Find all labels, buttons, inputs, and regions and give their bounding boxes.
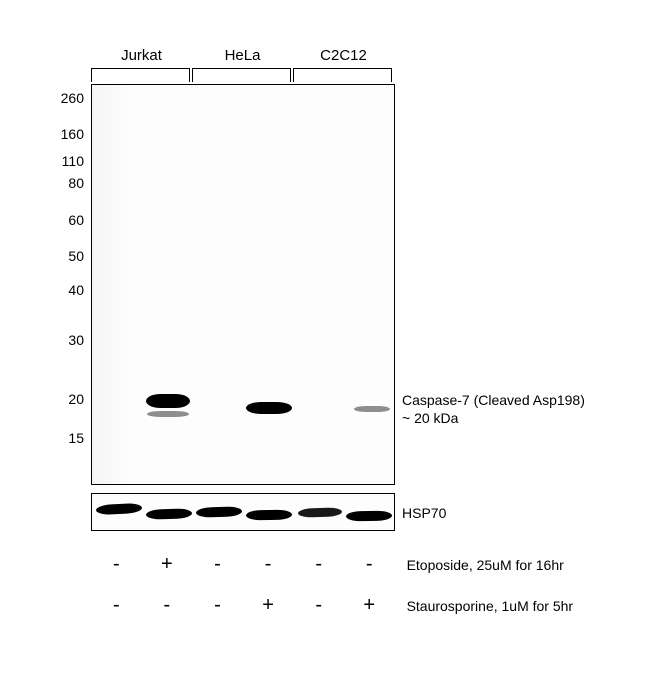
etop-lane3: - xyxy=(192,553,243,576)
sample-brackets-row xyxy=(91,68,395,82)
band-hela-treated xyxy=(246,402,292,414)
main-blot-panel xyxy=(91,84,395,485)
western-blot-figure: Jurkat HeLa C2C12 260 160 110 80 60 50 4… xyxy=(0,0,650,686)
blot-edge-shadow xyxy=(92,85,132,484)
hsp70-lane2 xyxy=(146,508,192,520)
bracket-hela xyxy=(192,68,291,82)
sample-label-jurkat: Jurkat xyxy=(91,47,192,64)
target-name: Caspase-7 (Cleaved Asp198) xyxy=(402,391,585,409)
target-annotation: Caspase-7 (Cleaved Asp198) ~ 20 kDa xyxy=(402,391,585,427)
etop-lane5: - xyxy=(293,553,344,576)
stauro-lane3: - xyxy=(192,594,243,617)
etop-label: Etoposide, 25uM for 16hr xyxy=(395,557,564,573)
mw-20: 20 xyxy=(44,391,84,407)
stauro-label: Staurosporine, 1uM for 5hr xyxy=(395,598,574,614)
bracket-jurkat xyxy=(91,68,190,82)
hsp70-lane1 xyxy=(96,503,142,515)
mw-15: 15 xyxy=(44,430,84,446)
loading-annotation: HSP70 xyxy=(402,504,446,522)
etop-lane1: - xyxy=(91,553,142,576)
mw-110: 110 xyxy=(44,153,84,169)
mw-30: 30 xyxy=(44,332,84,348)
etop-lane2: + xyxy=(142,553,193,576)
band-jurkat-treated-upper xyxy=(146,394,190,408)
sample-labels-row: Jurkat HeLa C2C12 xyxy=(91,47,395,64)
band-c2c12-treated xyxy=(354,406,390,412)
stauro-lane5: - xyxy=(293,594,344,617)
band-jurkat-treated-lower xyxy=(147,411,189,417)
hsp70-lane5 xyxy=(298,507,342,518)
loading-control-panel xyxy=(91,493,395,531)
target-mw: ~ 20 kDa xyxy=(402,409,585,427)
stauro-lane1: - xyxy=(91,594,142,617)
mw-60: 60 xyxy=(44,212,84,228)
treatment-row-staurosporine: - - - + - + Staurosporine, 1uM for 5hr xyxy=(91,594,611,617)
stauro-lane2: - xyxy=(142,594,193,617)
etop-lane6: - xyxy=(344,553,395,576)
mw-260: 260 xyxy=(44,90,84,106)
mw-50: 50 xyxy=(44,248,84,264)
sample-label-c2c12: C2C12 xyxy=(293,47,394,64)
bracket-c2c12 xyxy=(293,68,392,82)
hsp70-lane6 xyxy=(346,511,392,522)
hsp70-lane3 xyxy=(196,506,242,518)
etop-lane4: - xyxy=(243,553,294,576)
stauro-lane6: + xyxy=(344,594,395,617)
stauro-lane4: + xyxy=(243,594,294,617)
mw-80: 80 xyxy=(44,175,84,191)
sample-label-hela: HeLa xyxy=(192,47,293,64)
treatment-row-etoposide: - + - - - - Etoposide, 25uM for 16hr xyxy=(91,553,611,576)
mw-40: 40 xyxy=(44,282,84,298)
mw-160: 160 xyxy=(44,126,84,142)
hsp70-lane4 xyxy=(246,510,292,521)
